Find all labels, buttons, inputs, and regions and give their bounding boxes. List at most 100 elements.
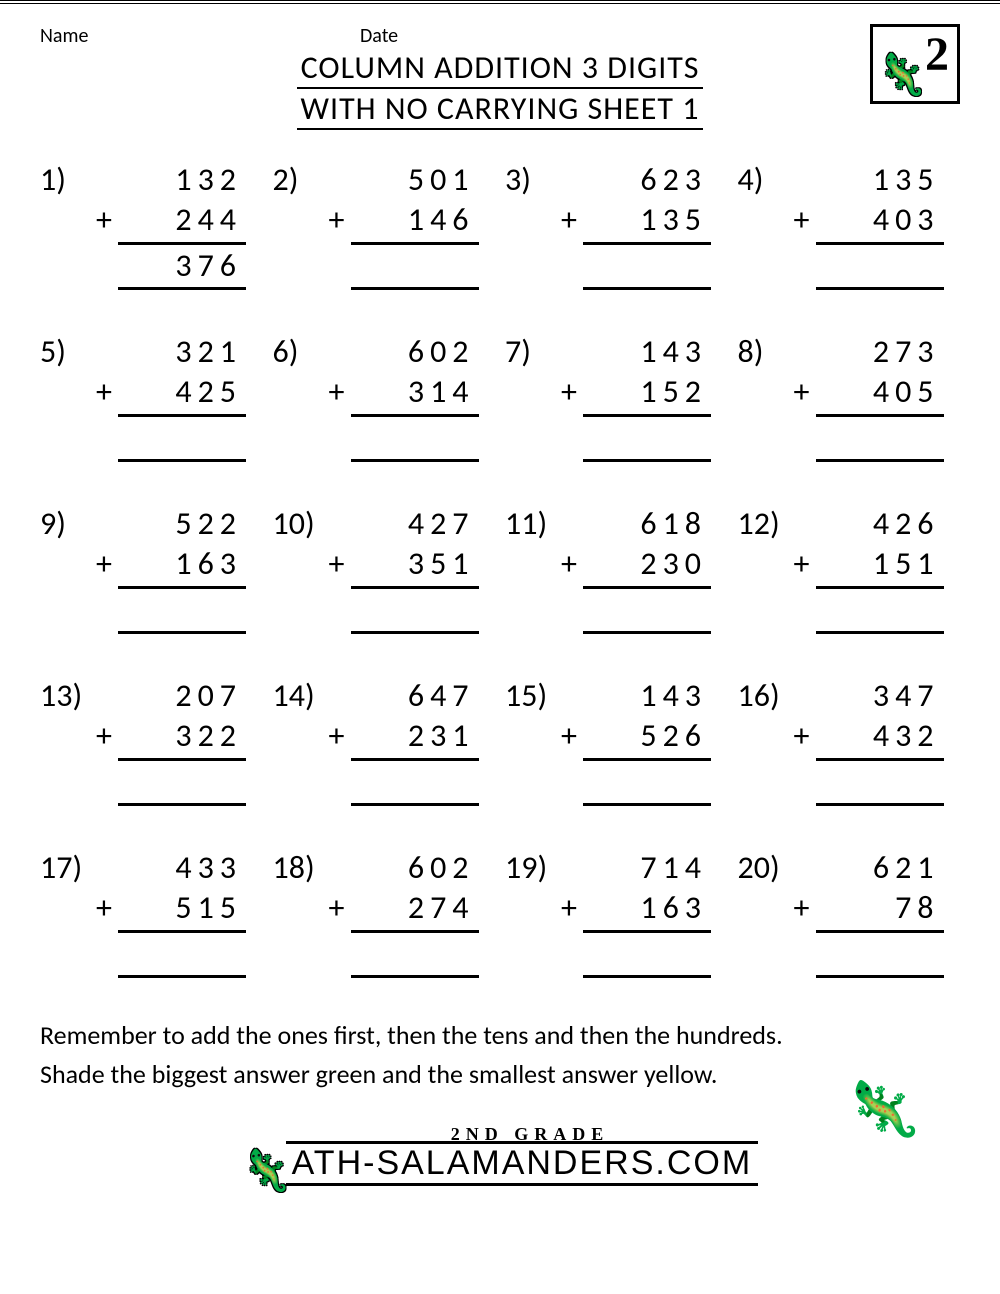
addend-bottom: 314 bbox=[353, 372, 479, 412]
operator: + bbox=[96, 544, 120, 584]
problem: 10) 427+351 bbox=[273, 504, 496, 634]
rule-bottom bbox=[583, 631, 711, 634]
title-line-2: WITH NO CARRYING SHEET 1 bbox=[297, 89, 704, 130]
problem-body: 714+163 bbox=[561, 848, 711, 978]
problem-number: 4) bbox=[738, 160, 794, 199]
problem-number: 6) bbox=[273, 332, 329, 371]
operator: + bbox=[561, 372, 585, 412]
salamander-icon: 🦎 bbox=[877, 50, 927, 99]
addend-bottom: 405 bbox=[818, 372, 944, 412]
rule-bottom bbox=[118, 459, 246, 462]
addend-top: 602 bbox=[353, 332, 479, 372]
rule-bottom bbox=[583, 975, 711, 978]
problem-body: 132+244 376 bbox=[96, 160, 246, 290]
rule-bottom bbox=[816, 287, 944, 290]
operator: + bbox=[329, 888, 353, 928]
problem-body: 143+526 bbox=[561, 676, 711, 806]
name-label: Name bbox=[40, 24, 360, 48]
problem-number: 19) bbox=[505, 848, 561, 887]
problem-body: 143+152 bbox=[561, 332, 711, 462]
problem-body: 135+403 bbox=[794, 160, 944, 290]
problem: 9)522+163 bbox=[40, 504, 263, 634]
operator: + bbox=[794, 888, 818, 928]
problem-number: 20) bbox=[738, 848, 794, 887]
addend-bottom: 78 bbox=[818, 888, 944, 928]
addend-top: 427 bbox=[353, 504, 479, 544]
problem: 11)618+230 bbox=[505, 504, 728, 634]
problem-body: 321+425 bbox=[96, 332, 246, 462]
problem: 19)714+163 bbox=[505, 848, 728, 978]
rule-bottom bbox=[351, 975, 479, 978]
operator: + bbox=[561, 716, 585, 756]
operator: + bbox=[561, 200, 585, 240]
salamander-decoration-icon: 🦎 bbox=[840, 1068, 926, 1153]
operator: + bbox=[794, 372, 818, 412]
problem-number: 15) bbox=[505, 676, 561, 715]
addend-bottom: 151 bbox=[818, 544, 944, 584]
addend-top: 501 bbox=[353, 160, 479, 200]
grade-badge: 🦎 2 bbox=[870, 24, 960, 104]
operator: + bbox=[329, 372, 353, 412]
problem: 4)135+403 bbox=[738, 160, 961, 290]
footer: 🦎 2ND GRADE 🦎ATH-SALAMANDERS.COM bbox=[40, 1104, 960, 1204]
addend-bottom: 351 bbox=[353, 544, 479, 584]
addend-top: 714 bbox=[585, 848, 711, 888]
title-block: COLUMN ADDITION 3 DIGITS WITH NO CARRYIN… bbox=[40, 48, 960, 130]
problem-body: 501+146 bbox=[329, 160, 479, 290]
problems-grid: 1)132+2443762)501+1463)623+1354)135+4035… bbox=[40, 160, 960, 978]
addend-bottom: 432 bbox=[818, 716, 944, 756]
problem: 6)602+314 bbox=[273, 332, 496, 462]
addend-bottom: 231 bbox=[353, 716, 479, 756]
addend-top: 602 bbox=[353, 848, 479, 888]
problem: 20)621+78 bbox=[738, 848, 961, 978]
operator: + bbox=[794, 200, 818, 240]
operator: + bbox=[96, 716, 120, 756]
addend-bottom: 425 bbox=[120, 372, 246, 412]
addend-top: 132 bbox=[120, 160, 246, 200]
footer-site-text: ATH-SALAMANDERS.COM bbox=[286, 1141, 759, 1186]
addend-bottom: 135 bbox=[585, 200, 711, 240]
problem: 17)433+515 bbox=[40, 848, 263, 978]
problem: 2)501+146 bbox=[273, 160, 496, 290]
addend-bottom: 403 bbox=[818, 200, 944, 240]
problem-body: 602+314 bbox=[329, 332, 479, 462]
addend-top: 135 bbox=[818, 160, 944, 200]
addend-bottom: 146 bbox=[353, 200, 479, 240]
problem-number: 10) bbox=[273, 504, 329, 543]
problem-number: 2) bbox=[273, 160, 329, 199]
instructions: Remember to add the ones first, then the… bbox=[40, 1016, 960, 1094]
addend-bottom: 274 bbox=[353, 888, 479, 928]
operator: + bbox=[96, 200, 120, 240]
rule-bottom bbox=[351, 803, 479, 806]
addend-bottom: 163 bbox=[585, 888, 711, 928]
addend-top: 347 bbox=[818, 676, 944, 716]
operator: + bbox=[794, 544, 818, 584]
addend-top: 647 bbox=[353, 676, 479, 716]
problem-body: 347+432 bbox=[794, 676, 944, 806]
rule-bottom bbox=[351, 287, 479, 290]
problem-number: 17) bbox=[40, 848, 96, 887]
rule-bottom bbox=[118, 631, 246, 634]
rule-bottom bbox=[583, 803, 711, 806]
problem-number: 18) bbox=[273, 848, 329, 887]
problem-number: 11) bbox=[505, 504, 561, 543]
problem: 5)321+425 bbox=[40, 332, 263, 462]
addend-bottom: 515 bbox=[120, 888, 246, 928]
addend-bottom: 244 bbox=[120, 200, 246, 240]
problem-body: 647+231 bbox=[329, 676, 479, 806]
operator: + bbox=[329, 544, 353, 584]
problem: 12)426+151 bbox=[738, 504, 961, 634]
rule-bottom bbox=[351, 459, 479, 462]
problem-body: 602+274 bbox=[329, 848, 479, 978]
operator: + bbox=[96, 888, 120, 928]
problem: 16)347+432 bbox=[738, 676, 961, 806]
problem-number: 1) bbox=[40, 160, 96, 199]
addend-bottom: 152 bbox=[585, 372, 711, 412]
addend-bottom: 526 bbox=[585, 716, 711, 756]
problem-number: 9) bbox=[40, 504, 96, 543]
problem-body: 426+151 bbox=[794, 504, 944, 634]
operator: + bbox=[561, 544, 585, 584]
answer[interactable]: 376 bbox=[96, 246, 246, 285]
problem-body: 273+405 bbox=[794, 332, 944, 462]
operator: + bbox=[329, 716, 353, 756]
